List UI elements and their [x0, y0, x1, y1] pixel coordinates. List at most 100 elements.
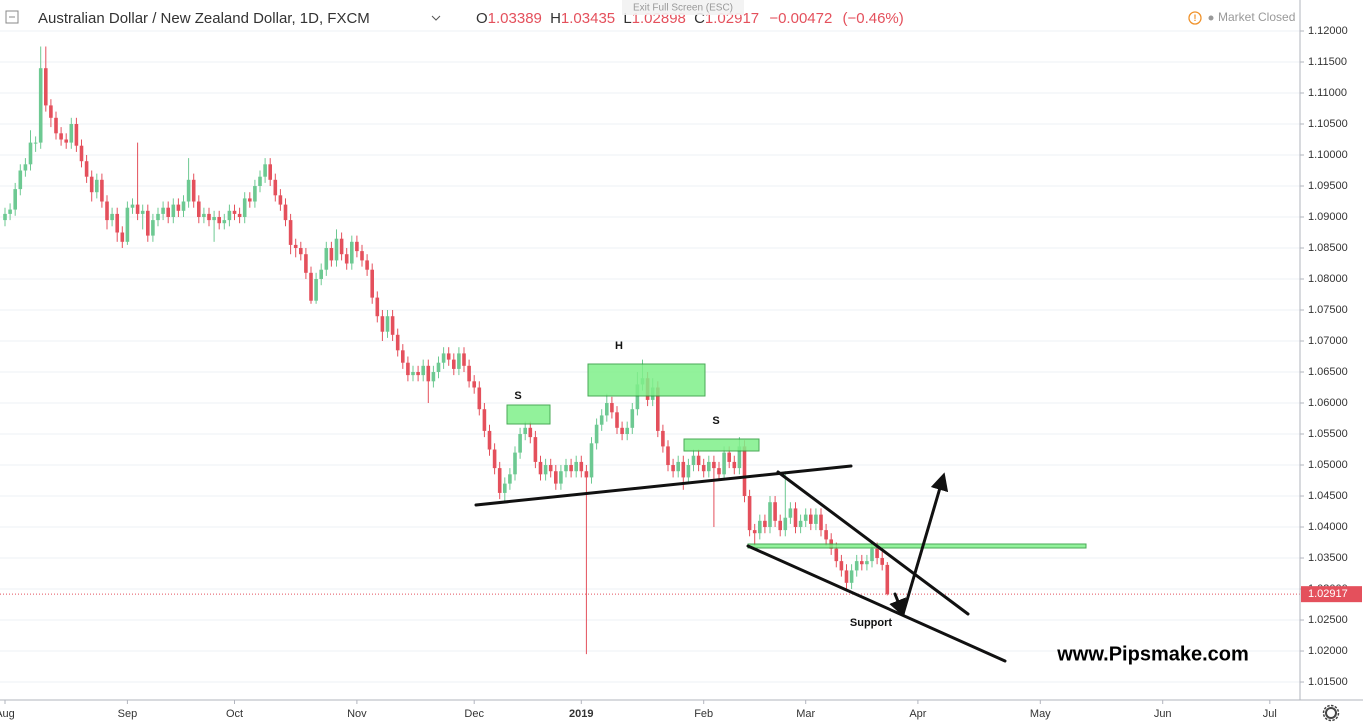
candle-body — [513, 452, 517, 475]
candle-body — [533, 437, 538, 462]
candle-body — [564, 465, 568, 472]
candle-body — [23, 164, 28, 171]
candle-body — [8, 209, 12, 214]
candle-body — [431, 372, 436, 382]
candle-body — [375, 297, 380, 317]
exit-fullscreen[interactable] — [622, 0, 744, 15]
candle-body — [656, 387, 660, 431]
candle-body — [452, 359, 456, 369]
candle-body — [722, 452, 726, 475]
candle-body — [676, 461, 680, 472]
candle-body — [288, 220, 293, 245]
candle-body — [13, 189, 17, 210]
candle-body — [263, 164, 267, 177]
candle-body — [574, 461, 578, 472]
wedge-lower — [746, 544, 1007, 663]
candle-body — [171, 204, 176, 218]
y-tick-label: 1.08500 — [1308, 242, 1348, 254]
candle-body — [227, 210, 232, 221]
status-icon — [1188, 11, 1202, 25]
candle-body — [59, 133, 63, 140]
settings[interactable] — [1322, 704, 1340, 722]
annotation: H — [615, 340, 623, 352]
candle-body — [814, 514, 818, 524]
candle-body — [436, 362, 441, 373]
candle-body — [207, 213, 211, 221]
candle-body — [258, 176, 262, 187]
candle-body — [110, 213, 114, 221]
candle-body — [309, 272, 313, 301]
candle-body — [472, 381, 476, 388]
y-tick-label: 1.10500 — [1308, 118, 1348, 130]
annotation: Support — [850, 617, 892, 629]
candle-body — [508, 474, 512, 484]
candle-body — [74, 124, 79, 146]
x-tick-label: Feb — [694, 708, 713, 720]
candle-body — [554, 471, 558, 484]
grid — [0, 30, 1300, 683]
candle-body — [217, 217, 221, 224]
candle-body — [793, 508, 798, 528]
candle-body — [100, 179, 104, 202]
exit-fullscreen-label: Exit Full Screen (ESC) — [633, 3, 733, 14]
candle-body — [543, 465, 548, 475]
candle-body — [788, 508, 793, 518]
candle-body — [125, 207, 130, 242]
settings-icon[interactable] — [1325, 707, 1337, 719]
candle-body — [860, 561, 864, 565]
candle-body — [625, 427, 629, 435]
candle-body — [304, 254, 308, 273]
candle-body — [380, 316, 385, 332]
last-price-label: 1.02917 — [1308, 588, 1348, 600]
head-zone — [587, 363, 706, 397]
candle-body — [671, 465, 675, 472]
settings-icon-teeth — [1322, 704, 1340, 722]
candle-body — [334, 238, 339, 261]
candle-body — [18, 170, 23, 190]
shoulder-zone — [506, 404, 551, 425]
candle-body — [548, 465, 553, 472]
candle-body — [339, 238, 344, 255]
symbol-menu[interactable] — [431, 15, 441, 21]
x-tick-label: Jun — [1154, 708, 1172, 720]
candle-body — [763, 520, 767, 528]
candle-body — [197, 201, 201, 218]
candle-body — [416, 372, 420, 376]
drawings: S H S Support www.Pipsmake.com — [474, 340, 1249, 665]
ohlc-label: H — [550, 10, 561, 27]
candle-body — [584, 471, 589, 478]
candle-body — [661, 430, 665, 447]
candle-body — [798, 520, 803, 528]
y-tick-label: 1.12000 — [1308, 25, 1348, 37]
x-tick-label: Dec — [464, 708, 484, 720]
candle-body — [599, 415, 604, 425]
candle-body — [880, 558, 884, 565]
y-tick-label: 1.07000 — [1308, 335, 1348, 347]
candle-body — [441, 353, 446, 363]
x-tick-label: Jul — [1263, 708, 1277, 720]
candle-body — [778, 520, 782, 531]
candle-body — [390, 316, 395, 335]
shoulder-zone — [683, 438, 760, 452]
candle-body — [620, 427, 624, 435]
candle-body — [344, 254, 349, 264]
y-tick-label: 1.11500 — [1308, 56, 1347, 68]
candle-body — [232, 210, 237, 214]
candle-body — [758, 520, 762, 534]
x-tick-label: Sep — [118, 708, 138, 720]
candle-body — [503, 483, 507, 493]
candle-body — [538, 461, 543, 475]
annotation: S — [712, 415, 719, 427]
y-tick-label: 1.03500 — [1308, 552, 1348, 564]
candle-body — [360, 251, 364, 261]
toolbar-toggle[interactable] — [5, 10, 19, 24]
candle-body — [569, 465, 573, 472]
candle-body — [161, 207, 165, 214]
candle-body — [457, 353, 461, 369]
candle-body — [130, 204, 135, 208]
candle-body — [222, 220, 227, 224]
watermark: www.Pipsmake.com — [1056, 643, 1249, 665]
candle-body — [482, 409, 487, 431]
candle-body — [773, 502, 777, 521]
